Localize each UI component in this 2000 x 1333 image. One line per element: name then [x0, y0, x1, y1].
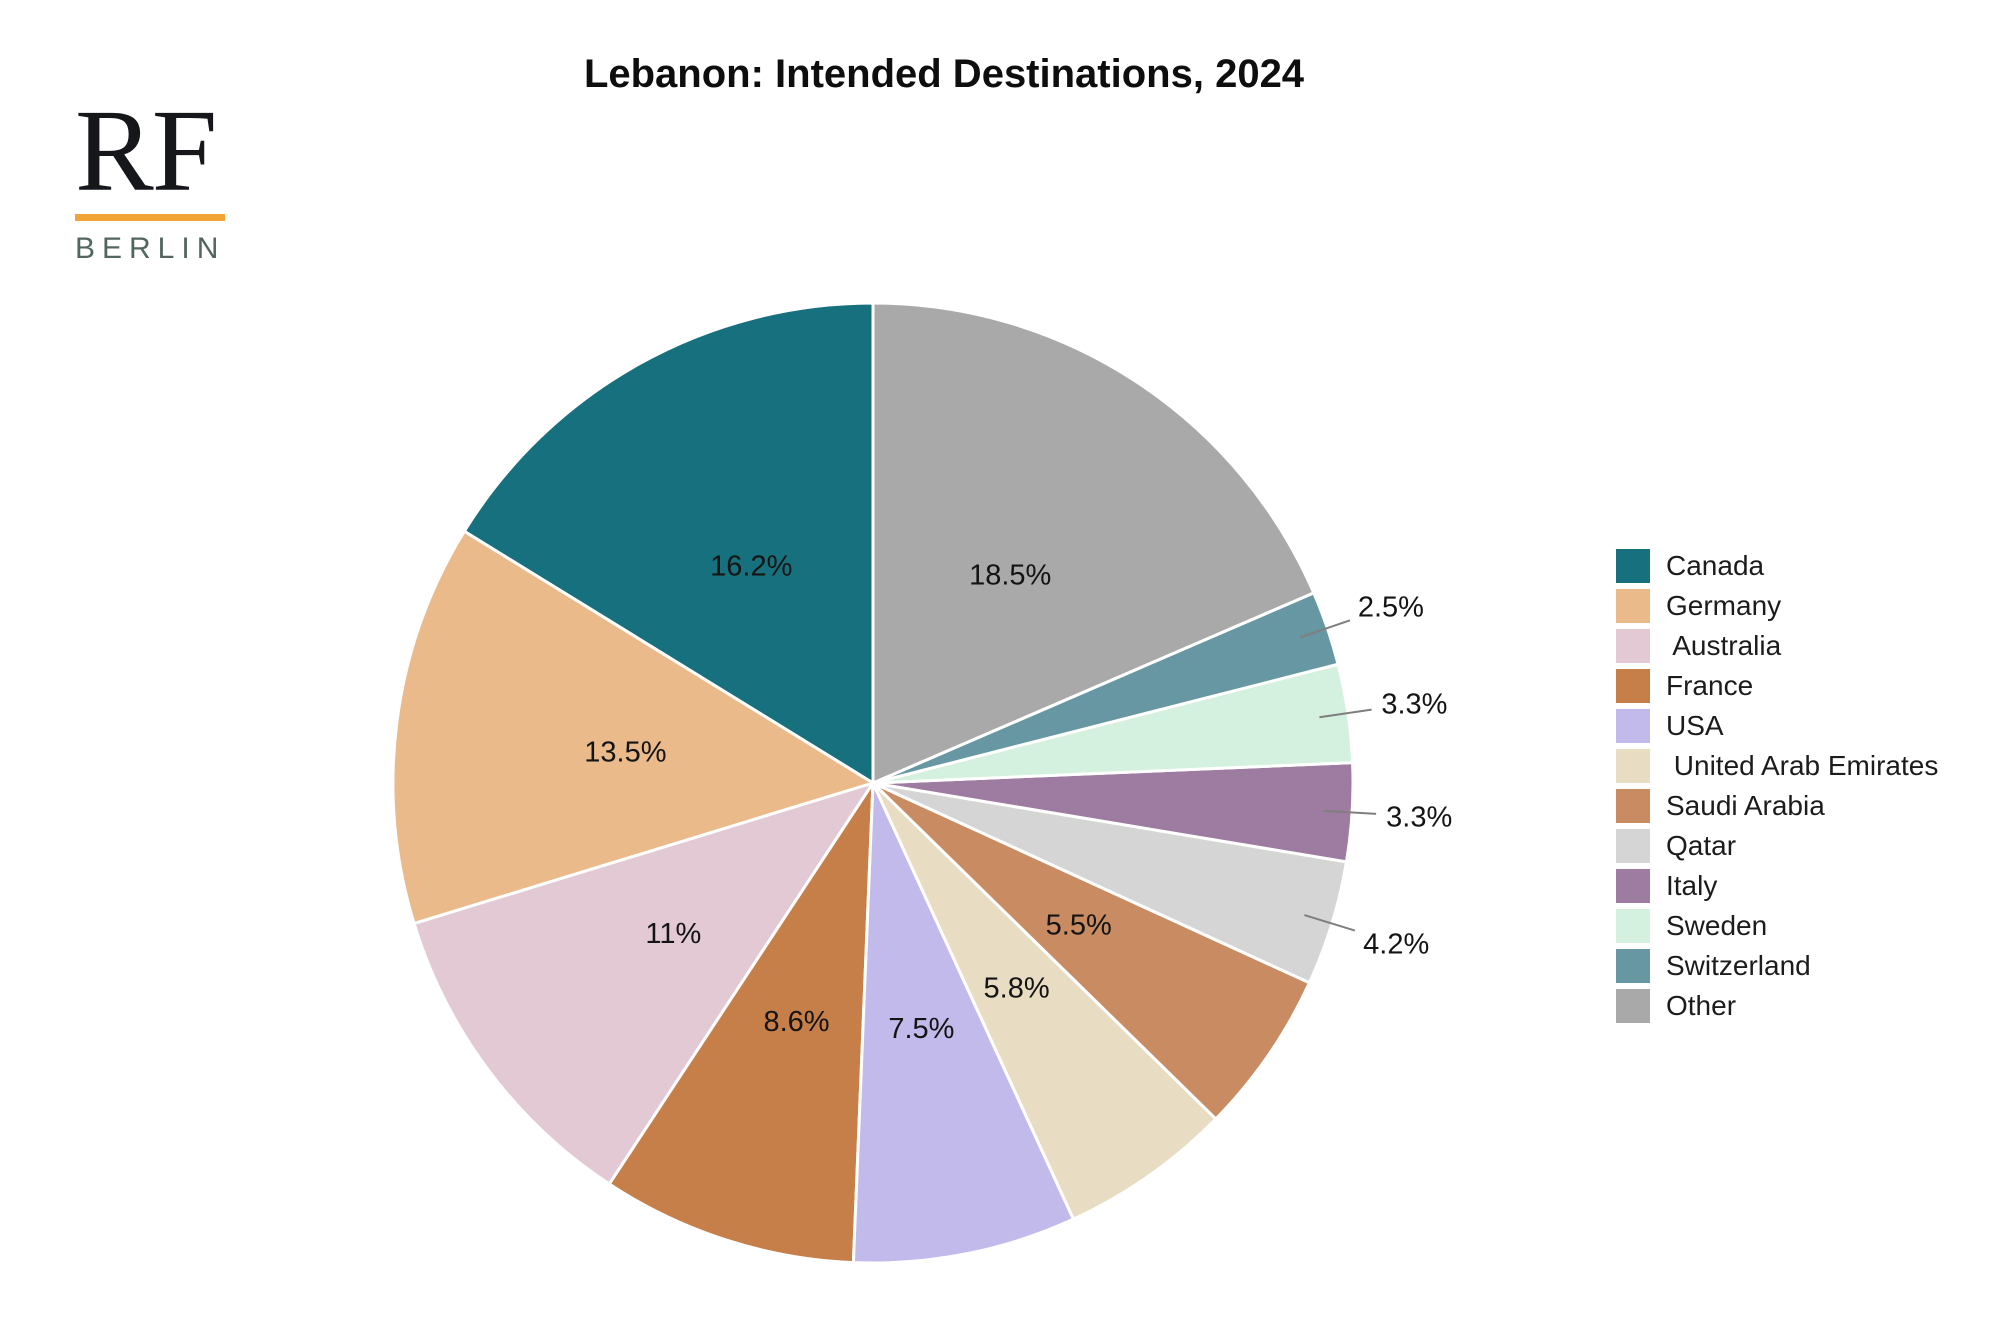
- legend-label-australia: Australia: [1666, 630, 1782, 661]
- legend-label-qatar: Qatar: [1666, 830, 1737, 861]
- legend-item-switzerland: Switzerland: [1616, 949, 1938, 983]
- legend-item-saudi-arabia: Saudi Arabia: [1616, 789, 1938, 823]
- legend-label-switzerland: Switzerland: [1666, 950, 1811, 981]
- leader-line-switzerland: [1299, 619, 1351, 639]
- pie-slice-germany: [391, 529, 875, 926]
- legend-item-australia: Australia: [1616, 629, 1938, 663]
- legend-label-united-arab-emirates: United Arab Emirates: [1666, 750, 1939, 781]
- pct-label-italy: 3.3%: [1386, 802, 1452, 834]
- leader-line-qatar: [1304, 914, 1356, 932]
- pct-label-switzerland: 2.5%: [1358, 592, 1424, 624]
- legend-swatch-italy: [1616, 869, 1650, 903]
- legend-swatch-canada: [1616, 549, 1650, 583]
- legend-item-other: Other: [1616, 989, 1938, 1023]
- pct-label-other: 18.5%: [969, 560, 1051, 592]
- pct-label-sweden: 3.3%: [1381, 688, 1447, 720]
- chart-title: Lebanon: Intended Destinations, 2024: [583, 52, 1305, 96]
- pct-label-canada: 16.2%: [710, 550, 792, 582]
- legend-swatch-saudi-arabia: [1616, 789, 1650, 823]
- pct-label-germany: 13.5%: [584, 736, 666, 768]
- pct-label-qatar: 4.2%: [1363, 928, 1429, 960]
- pie-slice-united-arab-emirates: [871, 781, 1218, 1221]
- legend-label-france: France: [1666, 670, 1754, 701]
- legend-swatch-other: [1616, 989, 1650, 1023]
- leader-line-sweden: [1319, 708, 1372, 719]
- legend-swatch-sweden: [1616, 909, 1650, 943]
- pct-label-australia: 11%: [645, 918, 701, 950]
- legend-swatch-australia: [1616, 629, 1650, 663]
- logo-bar: [75, 214, 225, 222]
- pie-slice-other: [871, 301, 1316, 785]
- legend: Canada Germany Australia France USA United …: [1616, 549, 1938, 1023]
- legend-item-canada: Canada: [1616, 549, 1938, 583]
- legend-item-germany: Germany: [1616, 589, 1938, 623]
- rf-berlin-logo: RF BERLIN: [75, 85, 226, 266]
- legend-swatch-germany: [1616, 589, 1650, 623]
- logo-city: BERLIN: [75, 232, 226, 266]
- pct-label-usa: 7.5%: [888, 1013, 954, 1045]
- legend-item-italy: Italy: [1616, 869, 1938, 903]
- pie-slice-canada: [462, 301, 875, 785]
- legend-label-italy: Italy: [1666, 870, 1718, 901]
- pct-label-united-arab-emirates: 5.8%: [984, 972, 1050, 1004]
- legend-label-usa: USA: [1666, 710, 1724, 741]
- pie-slice-france: [607, 781, 875, 1265]
- legend-swatch-switzerland: [1616, 949, 1650, 983]
- legend-item-united-arab-emirates: United Arab Emirates: [1616, 749, 1938, 783]
- legend-label-saudi-arabia: Saudi Arabia: [1666, 790, 1825, 821]
- pct-label-france: 8.6%: [763, 1006, 829, 1038]
- legend-item-usa: USA: [1616, 709, 1938, 743]
- pie-slice-saudi-arabia: [871, 781, 1311, 1121]
- legend-label-germany: Germany: [1666, 590, 1782, 621]
- legend-swatch-qatar: [1616, 829, 1650, 863]
- legend-swatch-united-arab-emirates: [1616, 749, 1650, 783]
- pct-label-saudi-arabia: 5.5%: [1046, 910, 1112, 942]
- leader-line-italy: [1323, 809, 1377, 815]
- legend-label-sweden: Sweden: [1666, 910, 1768, 941]
- pie-slice-australia: [412, 781, 875, 1186]
- legend-label-canada: Canada: [1666, 550, 1765, 581]
- legend-item-sweden: Sweden: [1616, 909, 1938, 943]
- legend-item-france: France: [1616, 669, 1938, 703]
- legend-swatch-france: [1616, 669, 1650, 703]
- legend-swatch-usa: [1616, 709, 1650, 743]
- legend-label-other: Other: [1666, 990, 1737, 1021]
- legend-item-qatar: Qatar: [1616, 829, 1938, 863]
- logo-monogram: RF: [75, 85, 217, 216]
- pie-slice-usa: [851, 781, 1075, 1265]
